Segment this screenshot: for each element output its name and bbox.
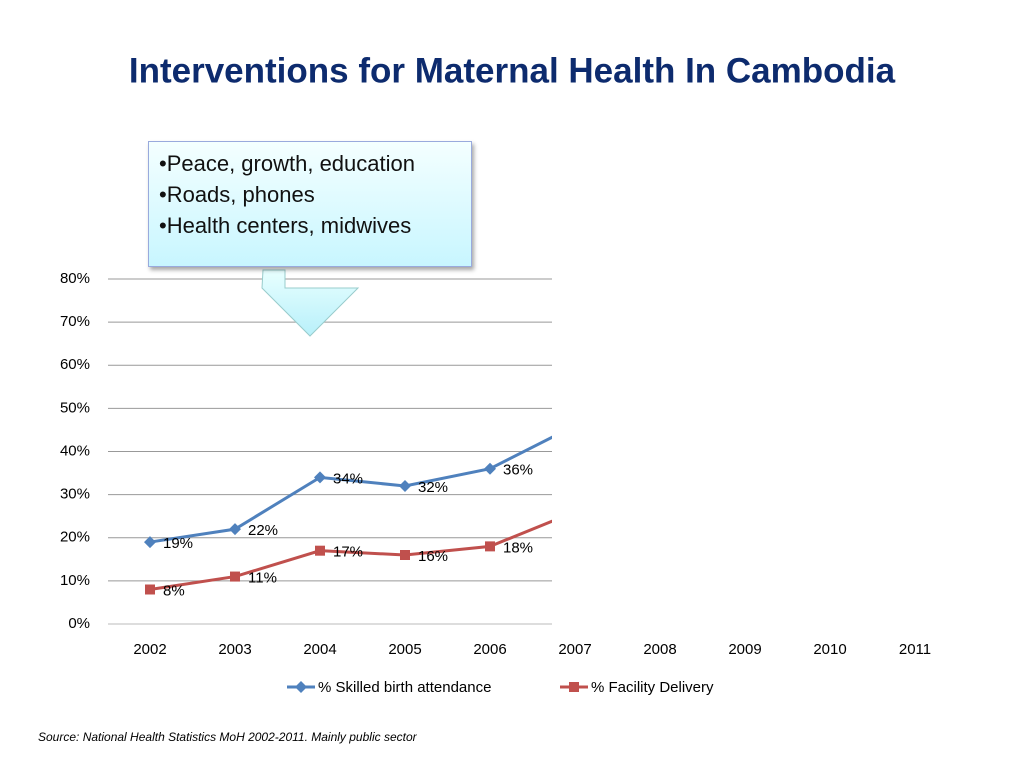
callout-item: Peace, growth, education [159,148,463,179]
x-tick-label: 2006 [473,641,506,658]
marker [570,507,580,517]
slide-title: Interventions for Maternal Health In Cam… [129,51,896,90]
marker [400,550,410,560]
plot-area: 0% 10% 20% 30% 40% 50% 60% 70% 80% 2002 2003 2004 20… [60,270,931,696]
legend-label: % Skilled birth attendance [318,679,491,696]
marker [314,471,326,484]
marker [315,545,325,556]
data-label: 34% [333,470,363,487]
marker [569,420,581,432]
data-label: 16% [418,548,448,565]
marker [144,536,156,549]
y-tick-label: 70% [60,313,90,330]
callout-item: Roads, phones [159,179,463,210]
x-tick-label: 2004 [303,641,336,658]
marker [229,523,241,536]
series-line [149,435,552,544]
callout-item: Health centers, midwives [159,210,463,241]
marker [145,584,155,595]
data-label: 22% [248,522,278,539]
y-tick-label: 20% [60,529,90,546]
marker [399,480,411,492]
legend-marker [295,681,307,693]
x-tick-label: 2005 [388,641,421,658]
source-note: Source: National Health Statistics MoH 2… [38,730,418,744]
x-tick-label: 2007 [558,641,591,658]
x-tick-label: 2011 [899,641,931,658]
x-tick-label: 2002 [133,641,166,658]
y-tick-label: 40% [60,442,90,459]
legend-label: % Facility Delivery [591,679,714,696]
data-label: 8% [163,582,185,599]
y-tick-label: 10% [60,572,90,589]
data-label: 18% [503,539,533,556]
down-arrow [261,269,360,337]
data-label: 36% [503,462,533,479]
y-tick-label: 60% [60,356,90,373]
x-tick-label: 2009 [728,641,761,658]
y-tick-label: 30% [60,486,90,503]
series-line [149,519,552,591]
y-tick-label: 0% [68,615,90,632]
callout-box: Peace, growth, education Roads, phones H… [148,141,472,267]
x-tick-label: 2010 [813,641,846,658]
data-label: 32% [418,479,448,496]
x-tick-label: 2008 [643,641,676,658]
marker [230,571,240,582]
x-tick-label: 2003 [218,641,251,658]
marker [484,462,496,475]
series-group [144,420,581,595]
legend-marker [569,682,579,692]
y-tick-label: 80% [60,270,90,287]
y-tick-label: 50% [60,399,90,416]
data-label: 17% [333,544,363,561]
marker [485,541,495,552]
data-label: 19% [163,535,193,552]
data-label: 11% [248,570,277,587]
